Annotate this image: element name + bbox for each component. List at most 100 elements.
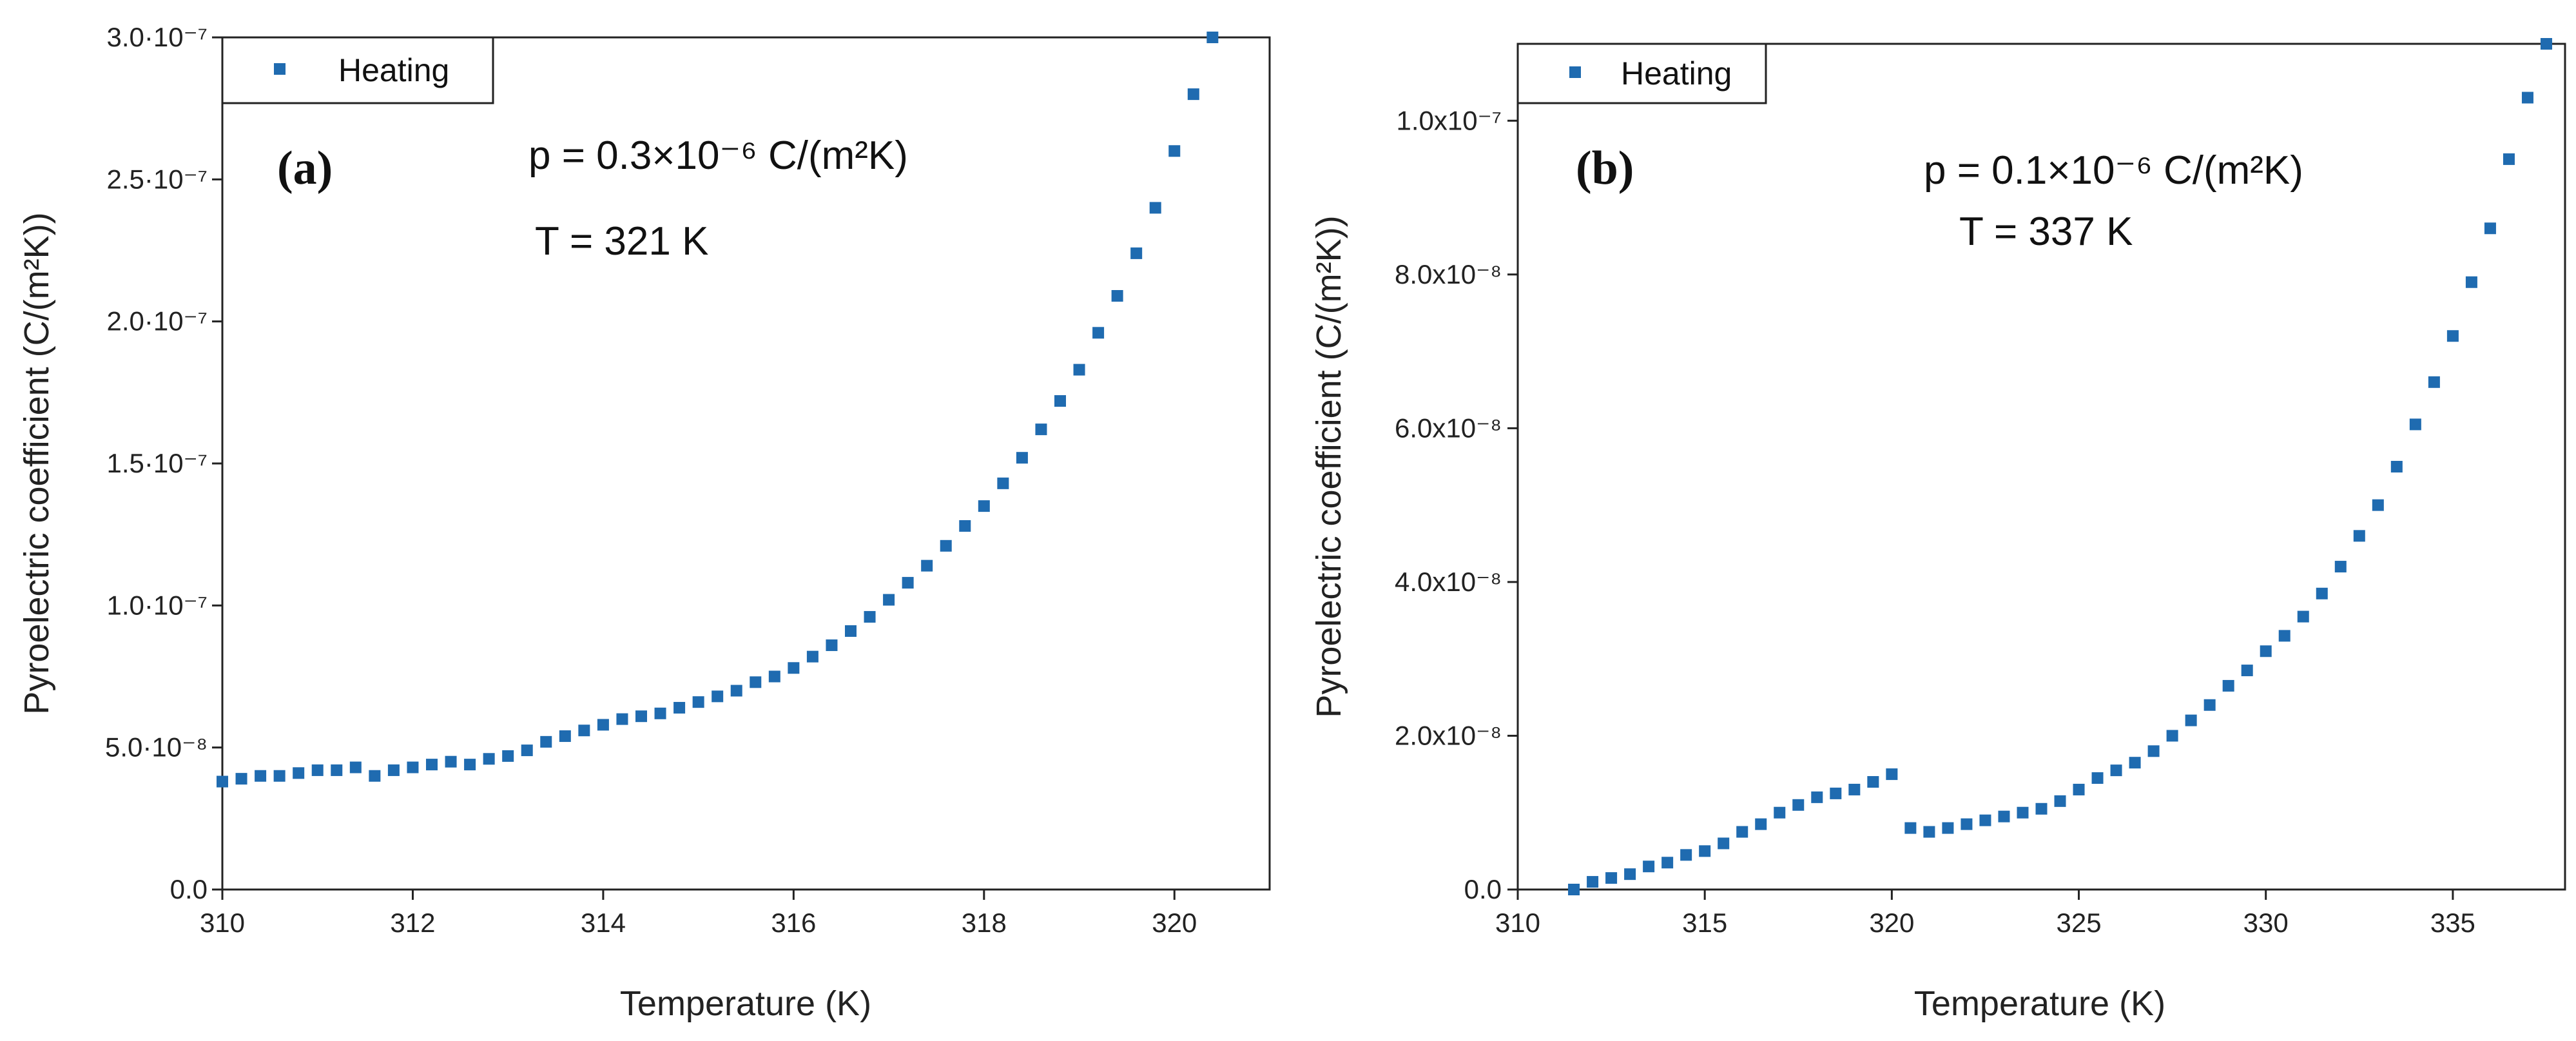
data-point-b: [1718, 837, 1730, 850]
data-point-b: [2222, 679, 2234, 692]
y-tick-label-b: 0.0: [1464, 874, 1502, 904]
data-point-b: [2260, 645, 2272, 657]
data-point-b: [2035, 803, 2048, 815]
data-point-b: [1755, 818, 1767, 830]
data-point-a: [311, 764, 324, 776]
x-tick-label-b: 325: [2056, 908, 2101, 938]
legend-box-b: [1516, 43, 1767, 104]
data-point-a: [654, 707, 666, 719]
data-point-a: [349, 761, 362, 773]
x-tick-label-a: 316: [771, 908, 816, 938]
legend-a: Heating: [221, 36, 494, 104]
data-point-b: [1699, 845, 1711, 857]
data-point-b: [2297, 610, 2309, 623]
data-point-b: [1867, 776, 1879, 788]
data-point-b: [2521, 92, 2533, 104]
y-tick-label-a: 1.0·10⁻⁷: [107, 590, 208, 620]
y-tick-label-b: 6.0x10⁻⁸: [1395, 413, 1502, 443]
data-point-a: [331, 764, 343, 776]
data-point-b: [2465, 276, 2477, 288]
data-point-a: [997, 477, 1009, 489]
data-point-b: [2372, 499, 2384, 511]
data-point-b: [2278, 630, 2290, 642]
data-point-b: [1774, 806, 1786, 819]
data-point-a: [559, 730, 571, 743]
data-point-b: [1661, 857, 1674, 869]
data-point-b: [1830, 787, 1842, 799]
data-point-b: [2484, 222, 2496, 235]
data-point-b: [2073, 783, 2085, 795]
y-tick-label-a: 2.0·10⁻⁷: [107, 306, 208, 336]
data-point-a: [540, 735, 552, 748]
y-tick-label-a: 1.5·10⁻⁷: [107, 448, 208, 478]
scatter-points-a: [217, 32, 1219, 788]
data-point-a: [959, 520, 971, 532]
data-point-b: [2185, 714, 2197, 726]
data-point-b: [2147, 745, 2160, 757]
data-point-a: [1149, 202, 1161, 214]
data-point-a: [369, 770, 381, 782]
data-point-b: [2503, 153, 2515, 165]
annotation-p-a: p = 0.3×10⁻⁶ C/(m²K): [528, 133, 908, 178]
data-point-b: [2353, 530, 2365, 542]
data-point-b: [1736, 826, 1748, 838]
data-point-a: [293, 767, 305, 779]
y-tick-label-a: 5.0·10⁻⁸: [105, 732, 208, 763]
data-point-a: [730, 685, 742, 697]
data-point-b: [1811, 791, 1823, 803]
data-point-b: [2428, 376, 2440, 388]
data-point-a: [217, 775, 228, 788]
plot-frame-b: [1516, 43, 2566, 891]
data-point-a: [1035, 423, 1047, 436]
data-point-a: [578, 725, 590, 737]
x-tick-label-a: 312: [390, 908, 435, 938]
data-point-b: [2334, 561, 2347, 573]
y-tick-label-a: 2.5·10⁻⁷: [107, 164, 208, 194]
data-point-b: [1568, 884, 1580, 895]
data-point-a: [712, 690, 724, 703]
y-tick-label-b: 8.0x10⁻⁸: [1395, 259, 1502, 289]
data-point-b: [2129, 757, 2141, 769]
x-tick-label-b: 310: [1495, 908, 1540, 938]
x-tick-label-b: 315: [1682, 908, 1727, 938]
annotation-T-a: T = 321 K: [535, 219, 708, 264]
panel-label-a: (a): [277, 142, 333, 195]
data-point-a: [1111, 290, 1123, 302]
data-point-b: [1998, 810, 2010, 822]
data-point-b: [2110, 764, 2122, 777]
data-point-a: [235, 773, 247, 785]
data-point-a: [445, 755, 457, 768]
data-point-b: [1942, 822, 1954, 834]
data-point-b: [2316, 587, 2328, 599]
legend-b: Heating: [1516, 43, 1767, 104]
legend-label-a: Heating: [338, 52, 449, 88]
data-point-b: [2203, 699, 2216, 711]
data-point-b: [1961, 818, 1973, 830]
x-tick-label-a: 320: [1152, 908, 1197, 938]
data-point-a: [502, 750, 514, 762]
y-tick-label-b: 1.0x10⁻⁷: [1397, 105, 1502, 135]
data-point-b: [1605, 872, 1618, 884]
legend-marker-a: [274, 63, 286, 75]
data-point-a: [273, 770, 286, 782]
data-point-b: [1923, 826, 1935, 838]
data-point-b: [2017, 806, 2029, 819]
x-tick-label-a: 318: [962, 908, 1007, 938]
data-point-a: [692, 696, 704, 708]
x-tick-label-a: 314: [581, 908, 626, 938]
legend-label-b: Heating: [1621, 55, 1732, 92]
data-point-a: [673, 701, 686, 714]
data-point-b: [2241, 665, 2253, 677]
x-tick-label-b: 330: [2243, 908, 2289, 938]
data-point-a: [940, 540, 952, 552]
chart-panel-b: 310 315 320 325 330 335 0.0 2.0x10⁻⁸ 4.0x10⁻⁸ 6.…: [1310, 38, 2566, 1023]
y-axis-label-b: Pyroelectric coefficient (C/(m²K)): [1310, 215, 1348, 717]
data-point-a: [635, 710, 647, 723]
data-point-b: [1904, 822, 1917, 834]
data-point-b: [1886, 768, 1898, 781]
annotation-p-b: p = 0.1×10⁻⁶ C/(m²K): [1924, 148, 2303, 193]
data-point-a: [845, 625, 857, 637]
data-point-a: [864, 610, 876, 623]
y-axis-label-a: Pyroelectric coefficient (C/(m²K)): [17, 212, 56, 714]
x-tick-label-a: 310: [200, 908, 245, 938]
